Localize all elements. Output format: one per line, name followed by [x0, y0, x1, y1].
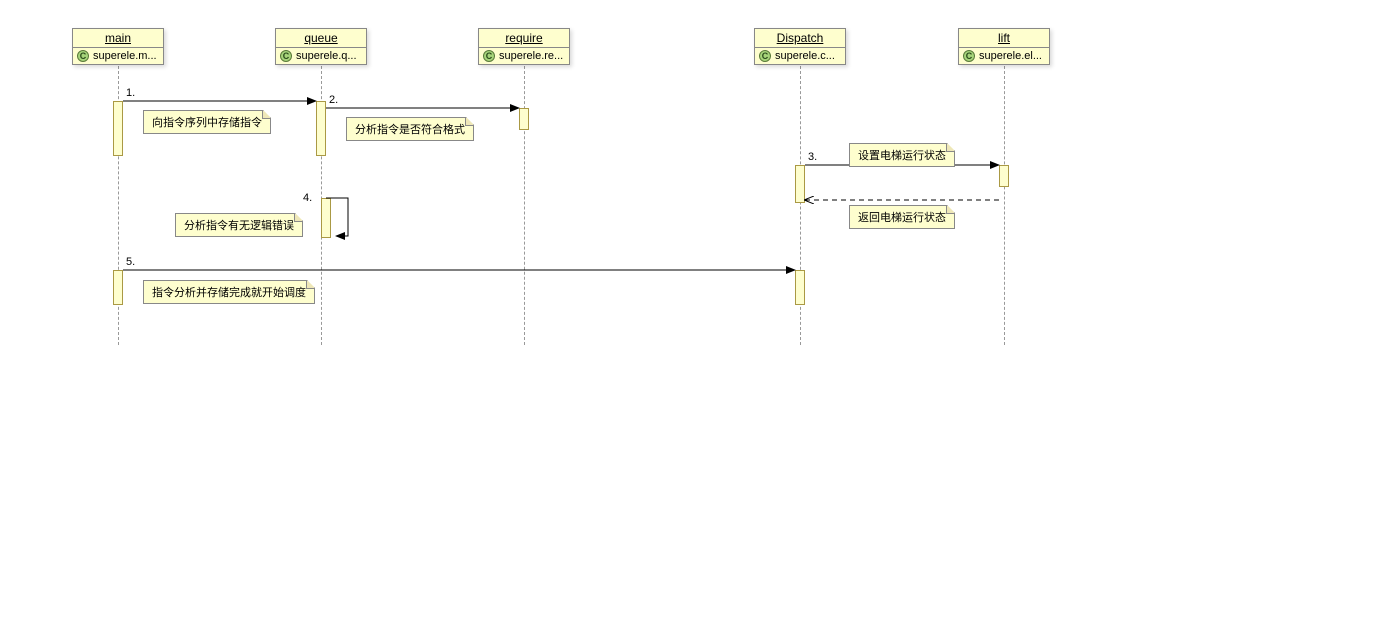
activation-p5	[999, 165, 1009, 187]
activation-p2	[316, 101, 326, 156]
activation-p2	[321, 198, 331, 238]
message-label: 分析指令是否符合格式	[346, 117, 474, 141]
message-label-wrap: 向指令序列中存储指令	[143, 110, 271, 134]
participant-subtitle: Csuperele.re...	[479, 47, 569, 64]
participant-subtitle: Csuperele.m...	[73, 47, 163, 64]
activation-p4	[795, 165, 805, 203]
participant-p3: requireCsuperele.re...	[478, 28, 570, 65]
class-icon: C	[77, 50, 89, 62]
seq-number: 3.	[808, 151, 817, 163]
activation-p1	[113, 270, 123, 305]
participant-p4: DispatchCsuperele.c...	[754, 28, 846, 65]
participant-subtitle: Csuperele.el...	[959, 47, 1049, 64]
message-label-wrap: 分析指令是否符合格式	[346, 117, 474, 141]
participant-title: lift	[959, 29, 1049, 47]
message-label: 指令分析并存储完成就开始调度	[143, 280, 315, 304]
message-label-wrap: 指令分析并存储完成就开始调度	[143, 280, 315, 304]
participant-title: queue	[276, 29, 366, 47]
participant-title: require	[479, 29, 569, 47]
seq-number: 4.	[303, 192, 312, 204]
participant-subtitle: Csuperele.c...	[755, 47, 845, 64]
message-label: 向指令序列中存储指令	[143, 110, 271, 134]
note-fold-icon	[294, 214, 302, 222]
activation-p3	[519, 108, 529, 130]
participant-p1: mainCsuperele.m...	[72, 28, 164, 65]
message-label: 分析指令有无逻辑错误	[175, 213, 303, 237]
message-label-wrap: 分析指令有无逻辑错误	[175, 213, 303, 237]
message-label-wrap: 设置电梯运行状态	[849, 143, 955, 167]
class-icon: C	[963, 50, 975, 62]
participant-title: Dispatch	[755, 29, 845, 47]
participant-subtitle: Csuperele.q...	[276, 47, 366, 64]
message-label: 返回电梯运行状态	[849, 205, 955, 229]
note-fold-icon	[946, 144, 954, 152]
participant-title: main	[73, 29, 163, 47]
seq-number: 5.	[126, 256, 135, 268]
note-fold-icon	[262, 111, 270, 119]
message-label-wrap: 返回电梯运行状态	[849, 205, 955, 229]
participant-p2: queueCsuperele.q...	[275, 28, 367, 65]
class-icon: C	[759, 50, 771, 62]
lifeline-p5	[1004, 66, 1005, 345]
participant-p5: liftCsuperele.el...	[958, 28, 1050, 65]
note-fold-icon	[946, 206, 954, 214]
seq-number: 2.	[329, 94, 338, 106]
sequence-arrows	[0, 0, 1399, 621]
note-fold-icon	[465, 118, 473, 126]
class-icon: C	[280, 50, 292, 62]
message-label: 设置电梯运行状态	[849, 143, 955, 167]
note-fold-icon	[306, 281, 314, 289]
class-icon: C	[483, 50, 495, 62]
seq-number: 1.	[126, 87, 135, 99]
activation-p4	[795, 270, 805, 305]
activation-p1	[113, 101, 123, 156]
